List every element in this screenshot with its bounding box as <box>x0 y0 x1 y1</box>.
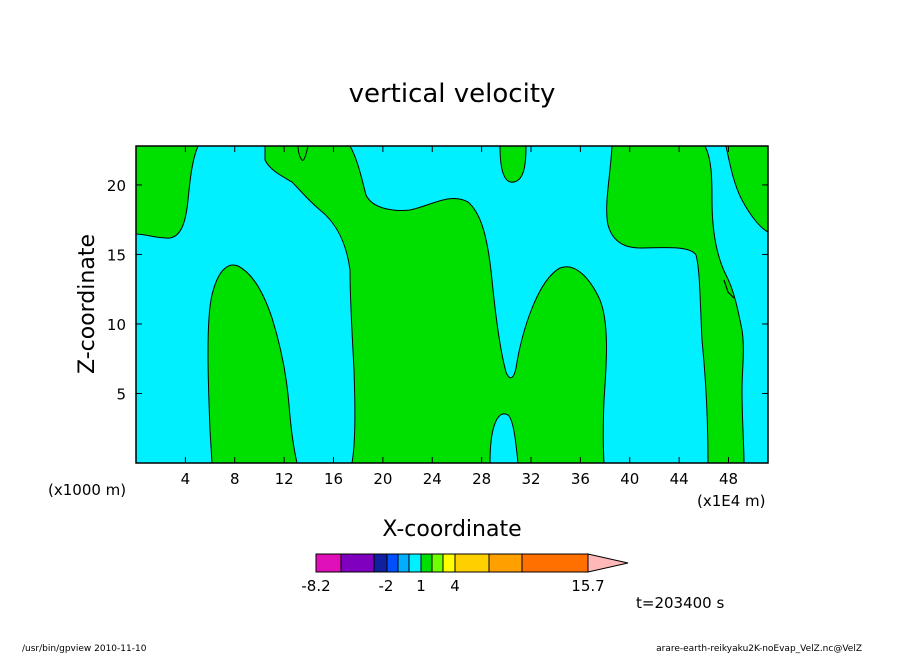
x-scale-note: (x1E4 m) <box>697 492 766 510</box>
chart-title: vertical velocity <box>349 79 556 109</box>
y-tick-label: 20 <box>107 177 126 195</box>
colorbar-label: 1 <box>416 577 426 595</box>
y-axis: 5 10 15 20 <box>107 177 768 403</box>
positive-region-center <box>264 146 607 463</box>
colorbar-segment <box>408 553 422 573</box>
x-tick-label: 36 <box>571 470 590 488</box>
y-tick-label: 15 <box>107 246 126 264</box>
colorbar-arrow <box>587 553 629 573</box>
x-tick-label: 44 <box>670 470 689 488</box>
positive-region-left-plume <box>207 264 298 463</box>
y-axis-label: Z-coordinate <box>75 234 100 374</box>
colorbar-segment <box>397 553 410 573</box>
colorbar-segment <box>386 553 399 573</box>
colorbar-label: -2 <box>379 577 394 595</box>
colorbar-segment <box>442 553 456 573</box>
colorbar-segment <box>373 553 388 573</box>
positive-region-spike <box>297 146 309 161</box>
colorbar-segment <box>454 553 490 573</box>
small-contour-mark <box>723 279 735 299</box>
x-unit-note: (x1000 m) <box>48 481 126 499</box>
x-tick-label: 32 <box>521 470 540 488</box>
x-tick-label: 48 <box>719 470 738 488</box>
colorbar-segment <box>488 553 523 573</box>
contour-plot <box>135 145 769 464</box>
y-tick-label: 10 <box>107 316 126 334</box>
x-tick-label: 4 <box>181 470 191 488</box>
x-tick-label: 12 <box>275 470 294 488</box>
colorbar-label: -8.2 <box>301 577 330 595</box>
x-tick-label: 24 <box>423 470 442 488</box>
colorbar-label: 4 <box>450 577 460 595</box>
x-tick-label: 28 <box>472 470 491 488</box>
x-axis: 4 8 12 16 20 24 28 32 36 40 44 48 <box>181 146 738 488</box>
plot-frame <box>135 145 769 464</box>
positive-region-top-blob <box>499 146 527 183</box>
colorbar-segment <box>315 553 342 573</box>
y-tick-label: 5 <box>116 385 126 403</box>
positive-region-right <box>606 146 745 463</box>
x-tick-label: 40 <box>620 470 639 488</box>
colorbar-segment <box>420 553 433 573</box>
positive-region-topleft <box>136 146 199 239</box>
time-label: t=203400 s <box>636 594 724 612</box>
colorbar-segment <box>521 553 589 573</box>
x-tick-label: 16 <box>324 470 343 488</box>
x-axis-label: X-coordinate <box>382 517 521 542</box>
x-tick-label: 8 <box>230 470 240 488</box>
colorbar: -8.2 -2 1 4 15.7 <box>301 553 629 595</box>
colorbar-segment <box>340 553 375 573</box>
positive-region-topright <box>725 146 768 233</box>
colorbar-label: 15.7 <box>571 577 604 595</box>
x-tick-label: 20 <box>373 470 392 488</box>
footer-left: /usr/bin/gpview 2010-11-10 <box>22 644 147 654</box>
footer-right: arare-earth-reikyaku2K-noEvap_VelZ.nc@Ve… <box>656 644 862 654</box>
colorbar-segment <box>431 553 444 573</box>
